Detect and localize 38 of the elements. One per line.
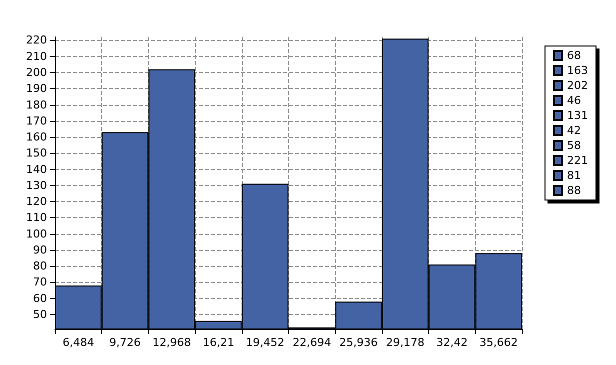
y-tick-label: 200 bbox=[26, 66, 47, 79]
y-tick-label: 180 bbox=[26, 98, 47, 112]
x-tick-label: 25,936 bbox=[339, 336, 378, 349]
y-tick-label: 210 bbox=[26, 50, 47, 63]
legend-label: 42 bbox=[567, 124, 582, 137]
legend-label: 221 bbox=[567, 154, 588, 167]
y-tick-label: 190 bbox=[26, 82, 47, 96]
y-tick-label: 90 bbox=[33, 243, 47, 256]
x-tick-label: 29,178 bbox=[386, 336, 424, 349]
y-tick-label: 70 bbox=[33, 276, 47, 289]
x-tick-label: 35,662 bbox=[479, 336, 518, 349]
y-tick-label: 110 bbox=[26, 211, 47, 224]
x-tick-label: 6,484 bbox=[62, 336, 94, 349]
x-tick-label: 12,968 bbox=[152, 336, 191, 349]
legend-label: 46 bbox=[567, 94, 582, 107]
y-tick-label: 60 bbox=[33, 292, 47, 305]
y-tick-label: 50 bbox=[33, 308, 47, 321]
y-tick-label: 150 bbox=[26, 146, 47, 160]
legend-label: 68 bbox=[567, 49, 582, 62]
y-tick-label: 80 bbox=[33, 260, 47, 273]
x-tick-label: 22,694 bbox=[292, 336, 332, 349]
y-tick-label: 140 bbox=[26, 162, 47, 176]
legend-label: 202 bbox=[567, 79, 588, 92]
legend-label: 88 bbox=[567, 184, 582, 197]
legend-label: 131 bbox=[567, 109, 588, 122]
y-tick-label: 220 bbox=[26, 34, 47, 47]
legend-label: 58 bbox=[567, 139, 582, 152]
legend-label: 81 bbox=[567, 169, 582, 182]
y-tick-label: 160 bbox=[26, 130, 47, 144]
x-tick-label: 9,726 bbox=[109, 336, 141, 349]
y-tick-label: 170 bbox=[26, 114, 47, 128]
x-tick-label: 19,452 bbox=[246, 336, 284, 349]
y-tick-label: 100 bbox=[26, 227, 47, 240]
legend-label: 163 bbox=[567, 64, 588, 77]
x-tick-label: 32,42 bbox=[436, 336, 468, 349]
y-tick-label: 120 bbox=[26, 195, 47, 208]
y-tick-label: 130 bbox=[26, 178, 47, 192]
x-tick-label: 16,21 bbox=[202, 336, 234, 349]
